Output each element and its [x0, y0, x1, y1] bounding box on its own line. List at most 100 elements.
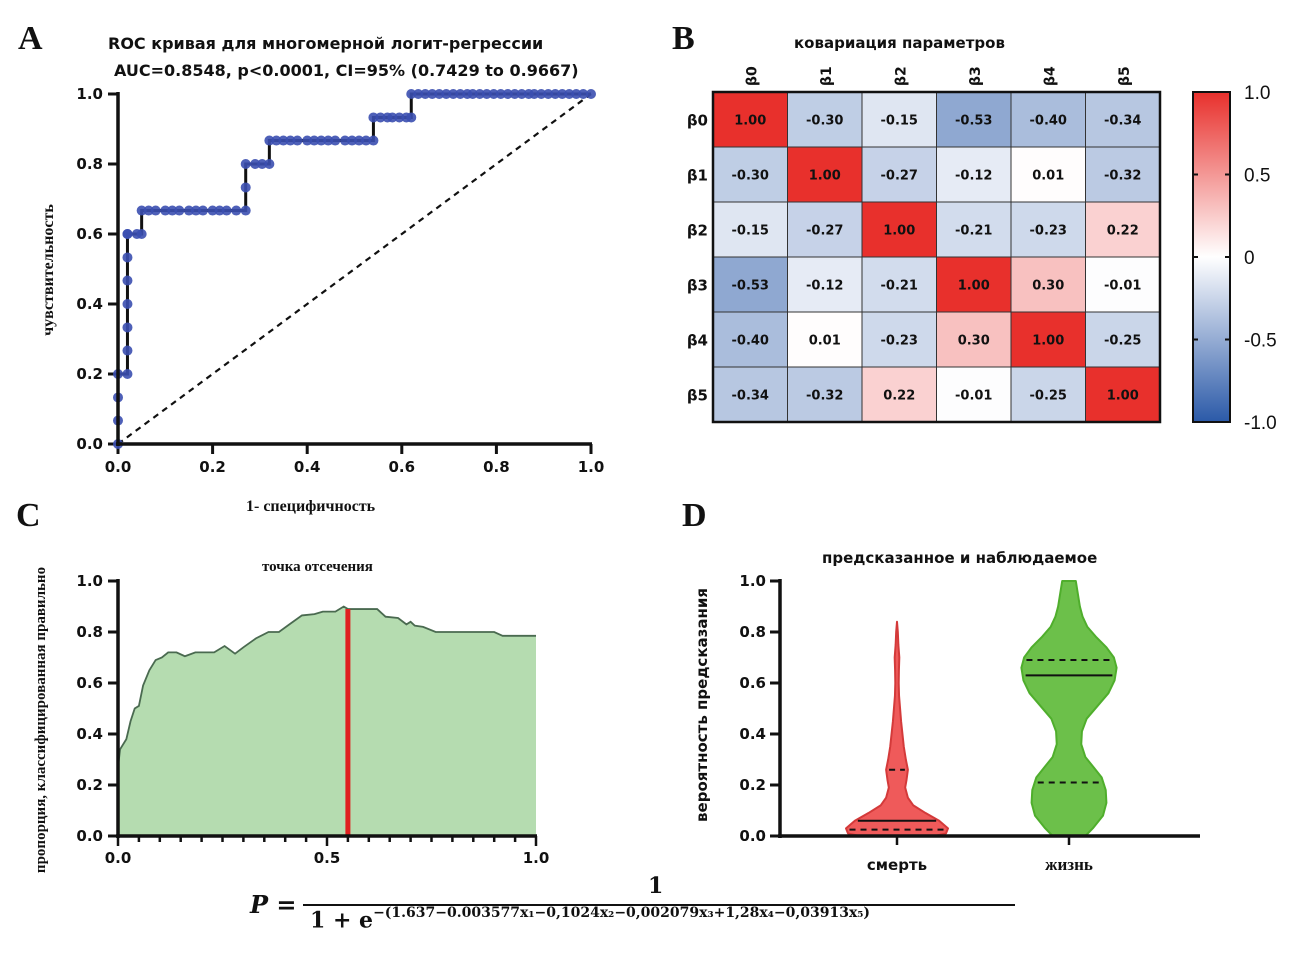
roc-point	[122, 275, 133, 286]
colorbar-tick-label: -0.5	[1244, 331, 1277, 352]
roc-y-tick-label: 0.8	[76, 155, 103, 173]
roc-y-axis: 0.0 0.2 0.4 0.6 0.8 1.0	[76, 85, 118, 453]
heatmap-cell	[787, 146, 863, 203]
roc-point	[474, 89, 485, 99]
heatmap-cell-value: 0.22	[1107, 224, 1139, 239]
heatmap-col-label: β4	[1042, 66, 1058, 86]
panel-label-a: A	[18, 20, 43, 57]
roc-point	[557, 89, 568, 99]
heatmap-cell	[936, 146, 1012, 203]
roc-point	[481, 89, 492, 99]
heatmap-col-label: β5	[1117, 66, 1133, 86]
roc-point	[207, 205, 218, 216]
heatmap-cell-value: 1.00	[883, 224, 915, 239]
roc-y-tick-label: 1.0	[76, 85, 103, 103]
roc-point	[467, 89, 478, 99]
heatmap-cell	[787, 201, 863, 258]
roc-point	[264, 159, 275, 169]
heatmap-col-label: β0	[744, 66, 760, 86]
heatmap-cell-value: 1.00	[734, 114, 766, 129]
heatmap-cell-value: -0.30	[732, 169, 769, 184]
roc-point	[441, 89, 452, 99]
heatmap-cell-value: -0.32	[806, 389, 843, 404]
heatmap-cell	[1010, 366, 1086, 423]
cutoff-y-tick-label: 0.6	[76, 674, 103, 692]
roc-y-tick-label: 0.6	[76, 225, 103, 243]
roc-point	[550, 89, 561, 99]
heatmap-cell	[1010, 201, 1086, 258]
roc-point	[160, 205, 171, 216]
cutoff-y-tick-label: 0.0	[76, 827, 103, 845]
roc-point	[361, 135, 372, 146]
roc-point	[406, 112, 417, 123]
roc-xlabel: 1- специфичность	[246, 498, 376, 515]
roc-ylabel: чувствительность	[40, 204, 57, 336]
heatmap-cell	[787, 311, 863, 368]
roc-x-tick-label: 0.6	[389, 458, 416, 476]
roc-subtitle: AUC=0.8548, p<0.0001, CI=95% (0.7429 to …	[114, 61, 579, 80]
heatmap-cell-value: 1.00	[1032, 334, 1064, 349]
heatmap-cell-value: 1.00	[958, 279, 990, 294]
heatmap-cell	[1085, 366, 1161, 423]
cutoff-y-tick-label: 1.0	[76, 572, 103, 590]
roc-point	[434, 89, 445, 99]
heatmap-cell	[1085, 256, 1161, 313]
violin-y-tick-label: 1.0	[739, 572, 766, 590]
heatmap-cell-value: -0.40	[1030, 114, 1067, 129]
violin-body-life	[1020, 580, 1118, 837]
roc-point	[278, 135, 289, 146]
heatmap-cell-value: -0.32	[1104, 169, 1141, 184]
roc-x-tick-label: 1.0	[578, 458, 605, 476]
roc-point	[448, 89, 459, 99]
heatmap-col-label: β2	[893, 66, 909, 86]
violin-x-axis: смерть жизнь	[867, 836, 1093, 874]
roc-point	[214, 205, 225, 216]
roc-x-tick-label: 0.8	[483, 458, 510, 476]
heatmap-cell	[1010, 146, 1086, 203]
heatmap-cell-value: -0.30	[806, 114, 843, 129]
heatmap-cell	[936, 256, 1012, 313]
roc-point	[586, 89, 596, 99]
roc-point	[122, 322, 133, 333]
violin-y-axis: 0.0 0.2 0.4 0.6 0.8 1.0	[739, 572, 780, 845]
roc-point	[221, 205, 232, 216]
violin-category-label: смерть	[867, 856, 927, 874]
cutoff-title: точка отсечения	[262, 559, 373, 575]
heatmap-col-labels: β0 β1 β2 β3 β4 β5	[744, 66, 1133, 86]
roc-point	[516, 89, 527, 99]
roc-point	[257, 159, 268, 169]
panel-label-c: C	[16, 497, 41, 534]
roc-point	[502, 89, 513, 99]
heatmap-cell	[712, 91, 788, 148]
heatmap-cell	[861, 366, 937, 423]
heatmap-cell-value: -0.25	[1030, 389, 1067, 404]
roc-point	[340, 135, 351, 146]
formula-exponent: −(1.637−0.003577x₁−0,1024x₂−0,002079x₃+1…	[373, 905, 871, 921]
heatmap-cell	[861, 146, 937, 203]
heatmap-cell	[787, 256, 863, 313]
roc-point	[183, 205, 194, 216]
roc-reference-line	[117, 93, 592, 445]
formula-fraction-bar	[303, 904, 1015, 906]
heatmap-cell-value: -0.12	[955, 169, 992, 184]
roc-point	[122, 252, 133, 263]
roc-y-tick-label: 0.4	[76, 295, 103, 313]
heatmap-cell	[712, 311, 788, 368]
roc-point	[122, 369, 133, 379]
cutoff-y-axis: 0.0 0.2 0.4 0.6 0.8 1.0	[76, 572, 118, 845]
roc-point	[240, 205, 251, 216]
roc-chart: 0.0 0.2 0.4 0.6 0.8 1.0 0.0 0.2 0.4 0.6 0.8 1.0 чу…	[40, 85, 604, 476]
violin-y-tick-label: 0.6	[739, 674, 766, 692]
roc-point	[316, 135, 327, 146]
heatmap-cell-value: -0.01	[1104, 279, 1141, 294]
roc-point	[543, 89, 554, 99]
colorbar-tick-label: -1.0	[1244, 413, 1277, 434]
violin-chart: 0.0 0.2 0.4 0.6 0.8 1.0 смерть жизнь вероятнос…	[693, 572, 1200, 874]
heatmap-cell	[936, 366, 1012, 423]
heatmap-cell-value: -0.23	[1030, 224, 1067, 239]
violin-body-death	[845, 620, 949, 837]
violin-ylabel: вероятность предсказания	[693, 588, 711, 822]
roc-point	[250, 159, 261, 169]
panel-label-b: B	[672, 20, 695, 57]
